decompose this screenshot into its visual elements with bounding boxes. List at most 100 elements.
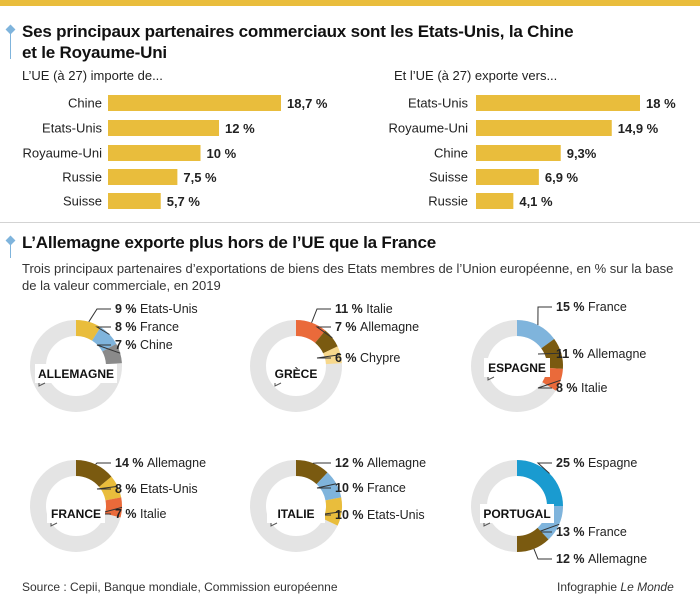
bar-value-label-0-4: 5,7 % [167,194,201,209]
credit-prefix: Infographie [557,580,621,594]
top-accent-line [0,0,700,6]
donut-name-4-2: Italie [581,381,607,395]
bar-category-label-1-2: Chine [434,146,468,161]
bar-0-4 [108,193,161,209]
donut-title-7: PORTUGAL [483,507,550,521]
bar-category-label-1-0: Etats-Unis [408,96,468,111]
donut-title-tail-3 [274,382,282,387]
donut-label-2-2: 7 % Chine [115,338,173,352]
donut-title-tail-7 [483,522,491,527]
donut-leader-7-2 [533,548,552,560]
donut-title-6: ITALIE [277,507,314,521]
donut-value-2-1: 8 % [115,320,140,334]
donut-title-bg-4 [484,358,550,377]
donut-label-7-2: 12 % Allemagne [556,552,647,566]
donut-title-3: GRÈCE [275,366,318,381]
donut-name-3-2: Chypre [360,351,400,365]
donut-label-2-1: 8 % France [115,320,179,334]
donut-title-tail-2 [38,382,46,387]
bar-category-label-0-3: Russie [62,170,102,185]
bar-value-label-0-3: 7,5 % [183,170,217,185]
donut-value-3-1: 7 % [335,320,360,334]
bar-value-label-1-3: 6,9 % [545,170,579,185]
bar-value-label-1-2: 9,3% [567,146,597,161]
donut-label-6-1: 10 % France [335,481,406,495]
bar-category-label-0-0: Chine [68,96,102,111]
donut-label-7-0: 25 % Espagne [556,456,637,470]
donut-value-5-0: 14 % [115,456,147,470]
donut-slice-3-2 [322,346,342,365]
donut-value-4-1: 11 % [556,347,587,361]
donut-title-bg-2 [35,364,117,383]
donut-label-4-0: 15 % France [556,300,627,314]
donut-value-6-1: 10 % [335,481,367,495]
donut-label-4-1: 11 % Allemagne [556,347,646,361]
bar-value-label-1-1: 14,9 % [618,121,659,136]
bar-0-0 [108,95,281,111]
donut-value-5-1: 8 % [115,482,140,496]
donut-label-5-1: 8 % Etats-Unis [115,482,198,496]
donut-title-2: ALLEMAGNE [38,367,114,381]
exports-label: Et l’UE (à 27) exporte vers... [394,68,558,83]
bar-value-label-1-4: 4,1 % [519,194,553,209]
section2-subtitle: Trois principaux partenaires d’exportati… [22,260,692,294]
donut-value-3-0: 11 % [335,302,366,316]
donut-leader-3-1 [315,326,333,339]
donut-slice-6-2 [322,497,342,526]
donut-slice-7-0 [516,460,563,507]
section1-title-line2: et le Royaume-Uni [22,43,167,62]
donut-label-5-0: 14 % Allemagne [115,456,206,470]
donut-leader-2-0 [88,308,111,323]
donut-name-2-2: Chine [140,338,173,352]
donut-value-4-2: 8 % [556,381,581,395]
donut-title-tail-5 [50,522,58,527]
donut-title-bg-3 [271,364,321,383]
donut-name-6-1: France [367,481,406,495]
donut-slice-5-2 [104,497,122,518]
donut-leader-5-0 [95,462,111,465]
bar-value-label-0-0: 18,7 % [287,96,328,111]
donut-value-7-2: 12 % [556,552,588,566]
donut-label-7-1: 13 % France [556,525,627,539]
donut-leader-4-2 [537,379,561,389]
donut-slice-2-0 [75,320,101,341]
donut-title-tail-6 [270,522,278,527]
donut-leader-3-2 [316,354,341,359]
bar-0-1 [108,120,220,136]
donut-value-4-0: 15 % [556,300,588,314]
section1-title-line1: Ses principaux partenaires commerciaux s… [22,22,574,41]
donut-title-bg-6 [267,504,325,523]
donut-slice-4-2 [542,367,563,391]
bar-1-3 [476,169,539,185]
donut-value-6-2: 10 % [335,508,367,522]
imports-label: L’UE (à 27) importe de... [22,68,163,83]
donut-value-3-2: 6 % [335,351,360,365]
section2-subtitle-line1: Trois principaux partenaires d’exportati… [22,261,674,276]
source-note: Source : Cepii, Banque mondiale, Commiss… [22,580,338,594]
donut-name-7-2: Allemagne [588,552,647,566]
donut-name-5-2: Italie [140,507,166,521]
donut-value-2-0: 9 % [115,302,140,316]
donut-label-6-2: 10 % Etats-Unis [335,508,425,522]
donut-slice-3-1 [314,330,338,354]
donut-label-5-2: 7 % Italie [115,507,166,521]
bar-1-1 [476,120,612,136]
section2-subtitle-line2: de la valeur commerciale, en 2019 [22,278,221,293]
donut-slice-2-2 [102,343,122,365]
bar-1-4 [476,193,514,209]
donut-name-7-1: France [588,525,627,539]
credit: Infographie Le Monde [557,580,674,594]
donut-leader-2-2 [96,344,121,354]
bar-category-label-1-3: Suisse [429,170,468,185]
donut-leader-7-0 [536,462,552,474]
donut-name-2-1: France [140,320,179,334]
donut-slice-6-1 [316,472,342,501]
bar-category-label-0-2: Royaume-Uni [23,146,103,161]
bar-value-label-0-1: 12 % [225,121,255,136]
bar-value-label-0-2: 10 % [207,146,237,161]
bar-1-2 [476,145,561,161]
donut-name-6-2: Etats-Unis [367,508,425,522]
donut-value-7-0: 25 % [556,456,588,470]
bar-0-3 [108,169,178,185]
donut-title-4: ESPAGNE [488,361,546,375]
